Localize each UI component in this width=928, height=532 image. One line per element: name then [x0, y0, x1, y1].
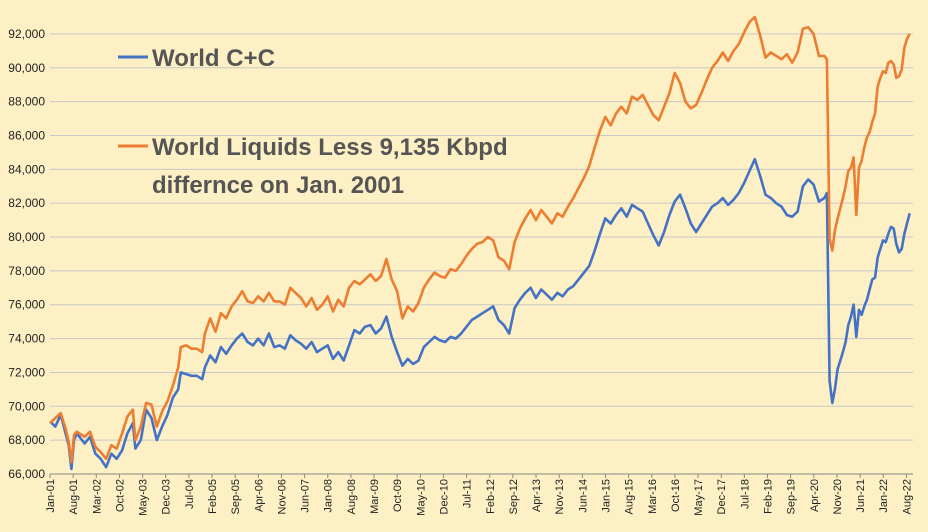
y-tick-label: 66,000: [8, 467, 45, 481]
x-tick-label: Sep-05: [230, 479, 242, 514]
x-tick-label: Dec-17: [716, 479, 728, 514]
x-tick-label: Oct-02: [114, 479, 126, 512]
legend: World C+C World Liquids Less 9,135 Kbpd di…: [118, 45, 508, 199]
x-tick-label: Oct-16: [670, 479, 682, 512]
x-tick-label: Feb-05: [207, 479, 219, 514]
x-tick-label: Feb-12: [485, 479, 497, 514]
x-tick-label: Jan-08: [323, 479, 335, 513]
y-tick-label: 82,000: [8, 196, 45, 210]
x-tick-label: Jul-11: [462, 479, 474, 508]
legend-label: differnce on Jan. 2001: [152, 172, 404, 199]
x-tick-label: Apr-06: [253, 479, 265, 512]
x-tick-label: Nov-13: [554, 479, 566, 514]
y-tick-label: 78,000: [8, 264, 45, 278]
x-tick-label: Dec-10: [438, 479, 450, 514]
x-tick-label: Mar-02: [91, 479, 103, 514]
x-tick-label: Sep-12: [508, 479, 520, 514]
y-tick-label: 72,000: [8, 365, 45, 379]
y-tick-label: 88,000: [8, 95, 45, 109]
x-tick-label: Jul-04: [184, 479, 196, 509]
gridlines: [50, 33, 913, 475]
x-tick-label: Mar-16: [647, 479, 659, 514]
x-axis: Jan-01 Aug-01 Mar-02 Oct-02 May-03 Dec-03 Jul-…: [45, 473, 913, 516]
x-tick-label: Aug-01: [68, 479, 80, 514]
y-tick-label: 90,000: [8, 61, 45, 75]
x-tick-label: Nov-06: [276, 479, 288, 514]
y-tick-label: 68,000: [8, 433, 45, 447]
legend-label: World Liquids Less 9,135 Kbpd: [152, 134, 508, 161]
x-tick-label: Jun-21: [855, 479, 867, 513]
y-tick-label: 70,000: [8, 399, 45, 413]
y-tick-label: 86,000: [8, 128, 45, 142]
y-axis-tick-labels: 66,000 68,000 70,000 72,000 74,000 76,000 78,0…: [8, 27, 45, 481]
y-tick-label: 74,000: [8, 332, 45, 346]
x-tick-label: Jun-07: [300, 479, 312, 513]
x-tick-label: Apr-20: [809, 479, 821, 512]
x-tick-label: Jun-14: [577, 479, 589, 513]
x-tick-label: Sep-19: [786, 479, 798, 514]
x-tick-label: Jan-01: [45, 479, 57, 513]
y-tick-label: 80,000: [8, 230, 45, 244]
x-tick-label: Aug-15: [624, 479, 636, 514]
series-line-world-liquids: [49, 15, 911, 464]
x-tick-label: Apr-13: [531, 479, 543, 512]
x-tick-label: Jan-15: [600, 479, 612, 513]
x-tick-label: Aug-08: [346, 479, 358, 514]
x-tick-label: May-17: [693, 479, 705, 516]
x-tick-label: Oct-09: [392, 479, 404, 512]
x-tick-label: May-03: [138, 479, 150, 516]
series-line-world-cc: [49, 157, 911, 471]
y-tick-label: 92,000: [8, 27, 45, 41]
x-tick-label: Nov-20: [832, 479, 844, 514]
x-tick-label: Feb-19: [763, 479, 775, 514]
x-tick-label: May-10: [415, 479, 427, 516]
x-tick-label: Aug-22: [901, 479, 913, 514]
x-tick-label: Mar-09: [369, 479, 381, 514]
x-tick-label: Jul-18: [739, 479, 751, 509]
x-tick-label: Dec-03: [161, 479, 173, 514]
y-tick-label: 84,000: [8, 162, 45, 176]
x-tick-label: Jan-22: [878, 479, 890, 513]
legend-label: World C+C: [152, 45, 275, 72]
y-tick-label: 76,000: [8, 298, 45, 312]
series-lines: [49, 15, 911, 471]
